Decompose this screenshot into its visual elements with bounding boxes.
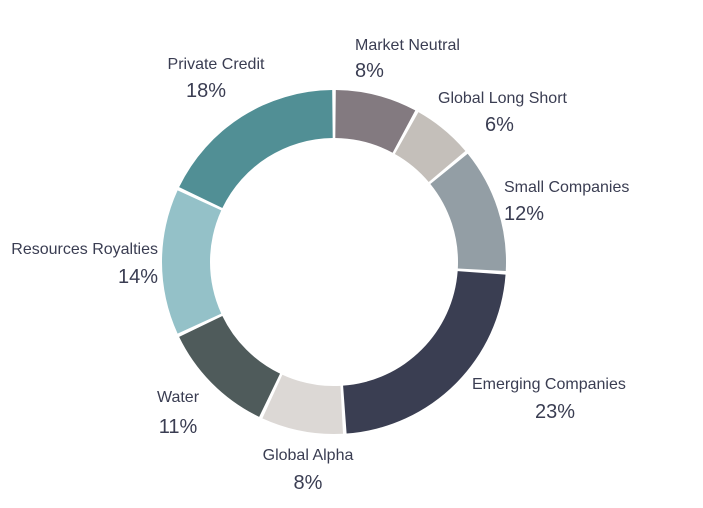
slice-name-label: Private Credit — [168, 56, 265, 73]
slice-name-label: Resources Royalties — [11, 241, 158, 258]
slice-name-label: Market Neutral — [355, 37, 460, 54]
slice-percent-label: 12% — [504, 203, 544, 225]
donut-slice-global-long-short — [394, 112, 466, 182]
slice-percent-label: 23% — [535, 401, 575, 423]
slice-name-label: Emerging Companies — [472, 376, 626, 393]
slice-name-label: Water — [157, 389, 200, 406]
slice-name-label: Small Companies — [504, 179, 629, 196]
slice-percent-label: 6% — [485, 114, 514, 136]
donut-slice-small-companies — [430, 153, 506, 272]
label-group: Market Neutral 8% Global Long Short 6% Small… — [11, 37, 629, 494]
slice-percent-label: 18% — [186, 80, 226, 102]
donut-slice-global-alpha — [262, 374, 344, 434]
slice-percent-label: 11% — [159, 416, 198, 438]
donut-slice-private-credit — [179, 90, 333, 209]
donut-slice-resources-royalties — [162, 190, 222, 334]
slice-name-label: Global Long Short — [438, 90, 568, 107]
donut-slice-market-neutral — [335, 90, 416, 153]
slice-percent-label: 14% — [118, 266, 158, 288]
slice-percent-label: 8% — [355, 60, 384, 82]
slice-percent-label: 8% — [294, 472, 323, 494]
slice-group — [162, 90, 506, 434]
donut-slice-water — [179, 315, 281, 417]
slice-name-label: Global Alpha — [263, 447, 354, 464]
donut-slice-emerging-companies — [343, 271, 506, 434]
